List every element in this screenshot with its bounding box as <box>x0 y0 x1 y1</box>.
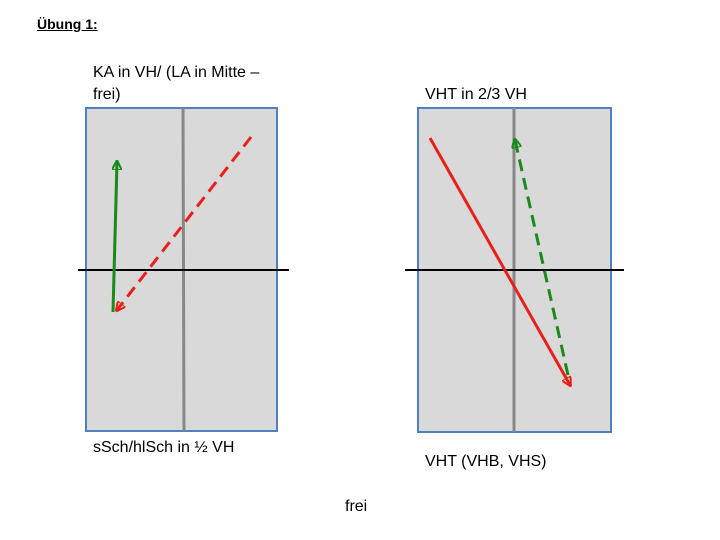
footer-text: frei <box>345 498 368 515</box>
panel-top-label: frei) <box>93 86 121 103</box>
green-arrow <box>111 162 117 313</box>
panel-bottom-label: VHT (VHB, VHS) <box>425 453 547 470</box>
panel-top-label: KA in VH/ (LA in Mitte – <box>93 64 260 81</box>
title: Übung 1: <box>37 16 98 32</box>
panel-top-label: VHT in 2/3 VH <box>425 86 527 103</box>
red-arrow <box>428 137 570 385</box>
panel-bottom-label: sSch/hlSch in ½ VH <box>93 439 235 456</box>
green-dashed-arrow <box>515 140 570 376</box>
red-dashed-arrow <box>117 136 253 310</box>
